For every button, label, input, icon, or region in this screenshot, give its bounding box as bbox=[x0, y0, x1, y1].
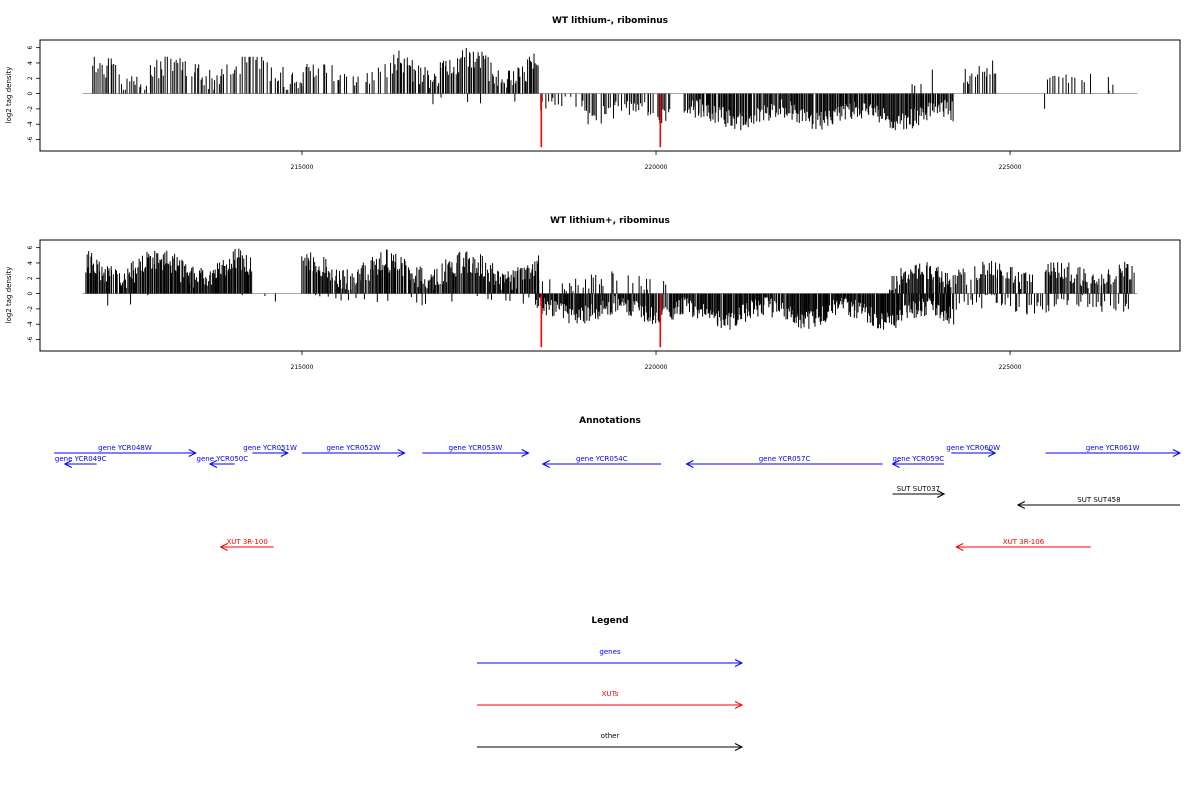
legend-item: other bbox=[477, 732, 744, 751]
feature-arrow-head bbox=[955, 543, 964, 551]
y-tick-label: 4 bbox=[27, 261, 34, 265]
feature-arrow-head bbox=[521, 449, 530, 457]
legend-item: XUTs bbox=[477, 690, 744, 709]
annotation-feature: SUT SUT458 bbox=[1016, 496, 1180, 509]
feature-arrow-head bbox=[685, 460, 694, 468]
feature-label: gene YCR059C bbox=[893, 455, 945, 463]
y-axis-label-lithium-minus: log2 tag density bbox=[5, 67, 13, 124]
legend-label: other bbox=[601, 732, 620, 740]
y-axis-label-lithium-plus: log2 tag density bbox=[5, 267, 13, 324]
x-tick-label: 225000 bbox=[999, 164, 1022, 171]
feature-label: gene YCR061W bbox=[1086, 444, 1140, 452]
x-tick-label: 220000 bbox=[645, 164, 668, 171]
y-tick-label: -2 bbox=[27, 106, 34, 112]
feature-arrow-head bbox=[1016, 501, 1026, 509]
feature-label: gene YCR048W bbox=[98, 444, 152, 452]
feature-arrow-head bbox=[936, 490, 946, 498]
y-tick-label: -4 bbox=[27, 121, 34, 127]
feature-label: XUT 3R-106 bbox=[1003, 538, 1045, 546]
y-tick-label: 2 bbox=[27, 276, 34, 280]
feature-label: XUT 3R-100 bbox=[226, 538, 267, 546]
feature-label: gene YCR060W bbox=[946, 444, 1000, 452]
y-tick-label: -2 bbox=[27, 306, 34, 312]
annotation-arrows: gene YCR048W gene YCR049C gene YCR050C gene… bbox=[54, 444, 1182, 551]
annotation-feature: gene YCR049C bbox=[55, 455, 107, 468]
legend-items: genes XUTs other bbox=[477, 648, 744, 751]
legend-swatch-head bbox=[734, 743, 744, 751]
axes-lithium-plus: 6 4 2 0 -2 -4 -6 215000 220000 225000 bbox=[27, 246, 1022, 371]
feature-label: gene YCR057C bbox=[759, 455, 811, 463]
plot-frame-lithium-plus bbox=[39, 239, 1181, 352]
feature-label: SUT SUT458 bbox=[1077, 496, 1120, 504]
feature-arrow-head bbox=[397, 449, 406, 457]
y-tick-label: 0 bbox=[27, 92, 34, 96]
feature-arrow-head bbox=[987, 449, 997, 457]
feature-arrow-head bbox=[541, 460, 550, 468]
y-tick-label: -4 bbox=[27, 321, 34, 327]
feature-arrow-head bbox=[1172, 449, 1182, 457]
annotation-feature: gene YCR059C bbox=[891, 455, 945, 468]
axes-lithium-minus: 6 4 2 0 -2 -4 -6 215000 220000 225000 bbox=[27, 46, 1022, 171]
legend: Legend genes XUTs other bbox=[477, 616, 744, 751]
legend-item: genes bbox=[477, 648, 744, 667]
feature-arrow-head bbox=[219, 543, 228, 551]
annotation-feature: gene YCR051W bbox=[243, 444, 297, 457]
feature-label: SUT SUT037 bbox=[897, 485, 940, 493]
annotation-feature: gene YCR048W bbox=[54, 444, 197, 457]
legend-title: Legend bbox=[591, 616, 628, 626]
annotation-feature: gene YCR057C bbox=[685, 455, 883, 468]
legend-swatch-head bbox=[734, 701, 744, 709]
legend-swatch-head bbox=[734, 659, 744, 667]
feature-label: gene YCR053W bbox=[449, 444, 503, 452]
legend-label: genes bbox=[599, 648, 620, 656]
annotation-feature: XUT 3R-106 bbox=[955, 538, 1091, 551]
x-tick-label: 225000 bbox=[999, 364, 1022, 371]
x-tick-label: 220000 bbox=[645, 364, 668, 371]
y-tick-label: 6 bbox=[27, 246, 34, 250]
annotation-feature: gene YCR053W bbox=[422, 444, 530, 457]
feature-arrow-head bbox=[63, 460, 73, 468]
annotation-feature: SUT SUT037 bbox=[892, 485, 946, 498]
coverage-bars-lithium-minus bbox=[82, 47, 1138, 148]
legend-label: XUTs bbox=[602, 690, 619, 698]
track-panel-lithium-plus: WT lithium+, ribominus log2 tag density … bbox=[5, 216, 1181, 371]
y-tick-label: 4 bbox=[27, 61, 34, 65]
feature-label: gene YCR051W bbox=[243, 444, 297, 452]
feature-label: gene YCR050C bbox=[197, 455, 249, 463]
feature-arrow-head bbox=[280, 449, 289, 457]
track-title-lithium-plus: WT lithium+, ribominus bbox=[550, 216, 670, 226]
y-tick-label: 6 bbox=[27, 46, 34, 50]
feature-label: gene YCR052W bbox=[326, 444, 380, 452]
annotation-feature: gene YCR061W bbox=[1045, 444, 1182, 457]
coverage-bars-lithium-plus bbox=[82, 248, 1138, 348]
feature-arrow-head bbox=[188, 449, 197, 457]
annotation-feature: gene YCR060W bbox=[946, 444, 1000, 457]
y-tick-label: 2 bbox=[27, 76, 34, 80]
track-title-lithium-minus: WT lithium-, ribominus bbox=[552, 16, 668, 26]
annotation-feature: gene YCR052W bbox=[301, 444, 406, 457]
annotations-title: Annotations bbox=[579, 416, 641, 426]
track-panel-lithium-minus: WT lithium-, ribominus log2 tag density … bbox=[5, 16, 1181, 171]
plot-frame-lithium-minus bbox=[39, 39, 1181, 152]
feature-label: gene YCR049C bbox=[55, 455, 107, 463]
annotation-feature: XUT 3R-100 bbox=[219, 538, 274, 551]
feature-arrow-head bbox=[891, 460, 900, 468]
y-tick-label: 0 bbox=[27, 292, 34, 296]
annotation-feature: gene YCR050C bbox=[197, 455, 249, 468]
feature-arrow-head bbox=[208, 460, 218, 468]
x-tick-label: 215000 bbox=[291, 164, 314, 171]
y-tick-label: -6 bbox=[27, 136, 34, 142]
y-tick-label: -6 bbox=[27, 336, 34, 342]
annotation-feature: gene YCR054C bbox=[541, 455, 661, 468]
feature-label: gene YCR054C bbox=[576, 455, 628, 463]
x-tick-label: 215000 bbox=[291, 364, 314, 371]
